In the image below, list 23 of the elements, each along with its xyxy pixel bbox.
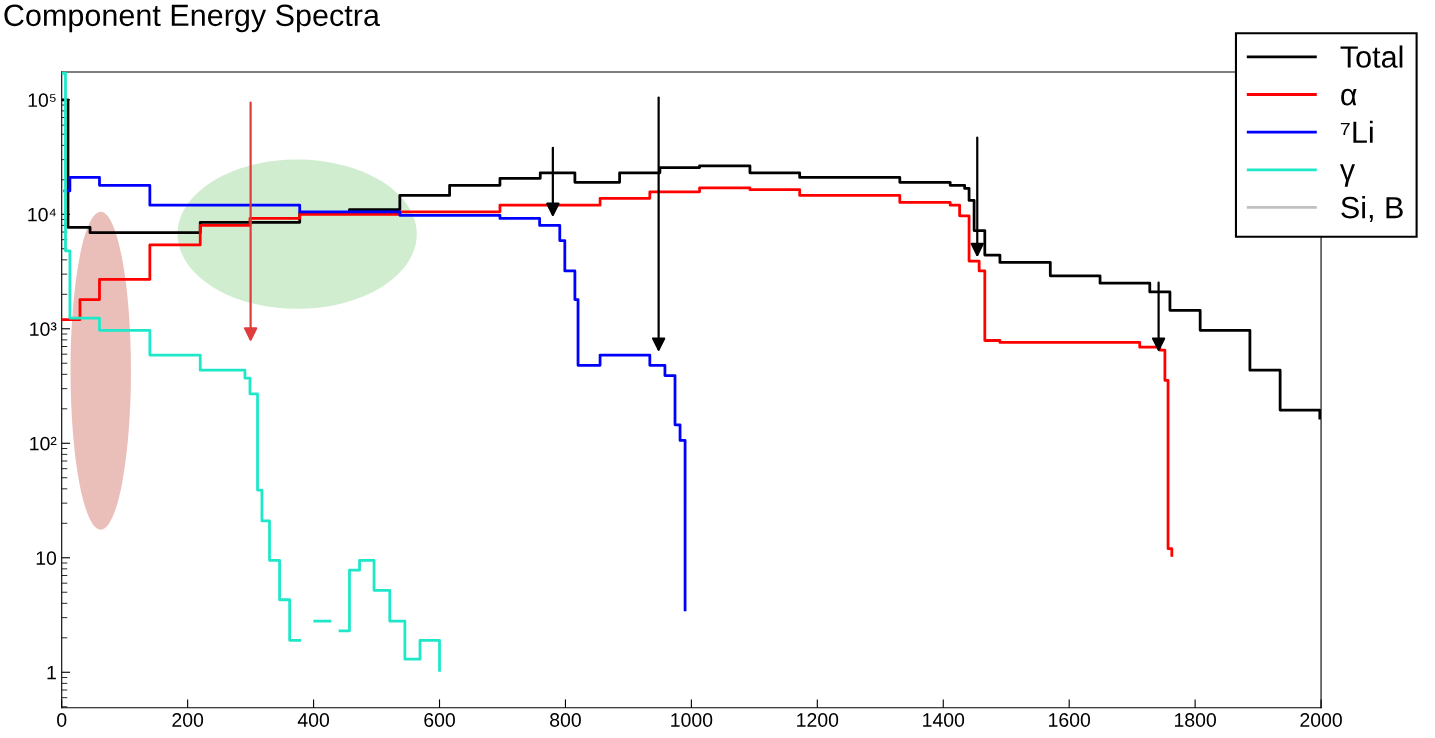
x-tick-label: 600: [424, 713, 455, 727]
legend-label: γ: [1339, 164, 1356, 187]
legend-label: ⁷Li: [1340, 120, 1373, 143]
x-tick-label: 1800: [1174, 713, 1216, 727]
chart-title: Component Energy Spectra: [4, 4, 380, 33]
x-tick-label: 200: [172, 713, 204, 727]
y-tick-label: 10⁵: [28, 93, 56, 108]
x-tick-label: 1000: [671, 713, 713, 727]
legend-label: Si, B: [1341, 196, 1403, 223]
x-tick-label: 1200: [797, 713, 839, 727]
x-tick-label: 1400: [923, 713, 965, 727]
x-tick-label: 800: [550, 713, 581, 727]
x-tick-label: 2000: [1300, 713, 1342, 727]
y-tick-label: 10⁴: [28, 207, 56, 222]
legend-label: Total: [1340, 45, 1403, 68]
y-tick-label: 10: [36, 551, 57, 566]
y-tick-label: 10²: [30, 436, 57, 451]
y-tick-label: 10³: [30, 322, 57, 337]
x-tick-label: 0: [57, 713, 67, 727]
x-tick-label: 1600: [1049, 713, 1091, 727]
y-tick-label: 1: [47, 665, 56, 680]
x-tick-label: 400: [297, 713, 330, 727]
legend-label: α: [1341, 88, 1357, 106]
